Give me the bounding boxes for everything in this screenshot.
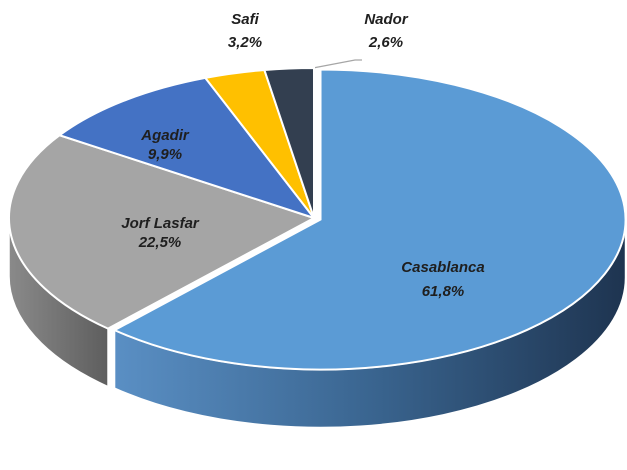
slice-label: Agadir (140, 127, 190, 144)
slice-top (263, 66, 315, 219)
slice (57, 76, 317, 220)
value-label: 61,8% (422, 283, 465, 300)
value-label: 9,9% (148, 146, 182, 163)
slice-top (112, 68, 627, 371)
value-label: 2,6% (368, 34, 403, 51)
slice (8, 134, 317, 388)
slice-top (8, 134, 317, 330)
slice-label: Safi (231, 11, 259, 28)
slice-label: Casablanca (401, 259, 484, 276)
slice (263, 66, 315, 219)
value-label: 22,5% (138, 234, 182, 251)
slice-label: Jorf Lasfar (121, 215, 200, 232)
value-label: 3,2% (228, 34, 262, 51)
slice-label: Nador (364, 11, 409, 28)
slice-top (57, 76, 317, 220)
slice (112, 68, 627, 429)
